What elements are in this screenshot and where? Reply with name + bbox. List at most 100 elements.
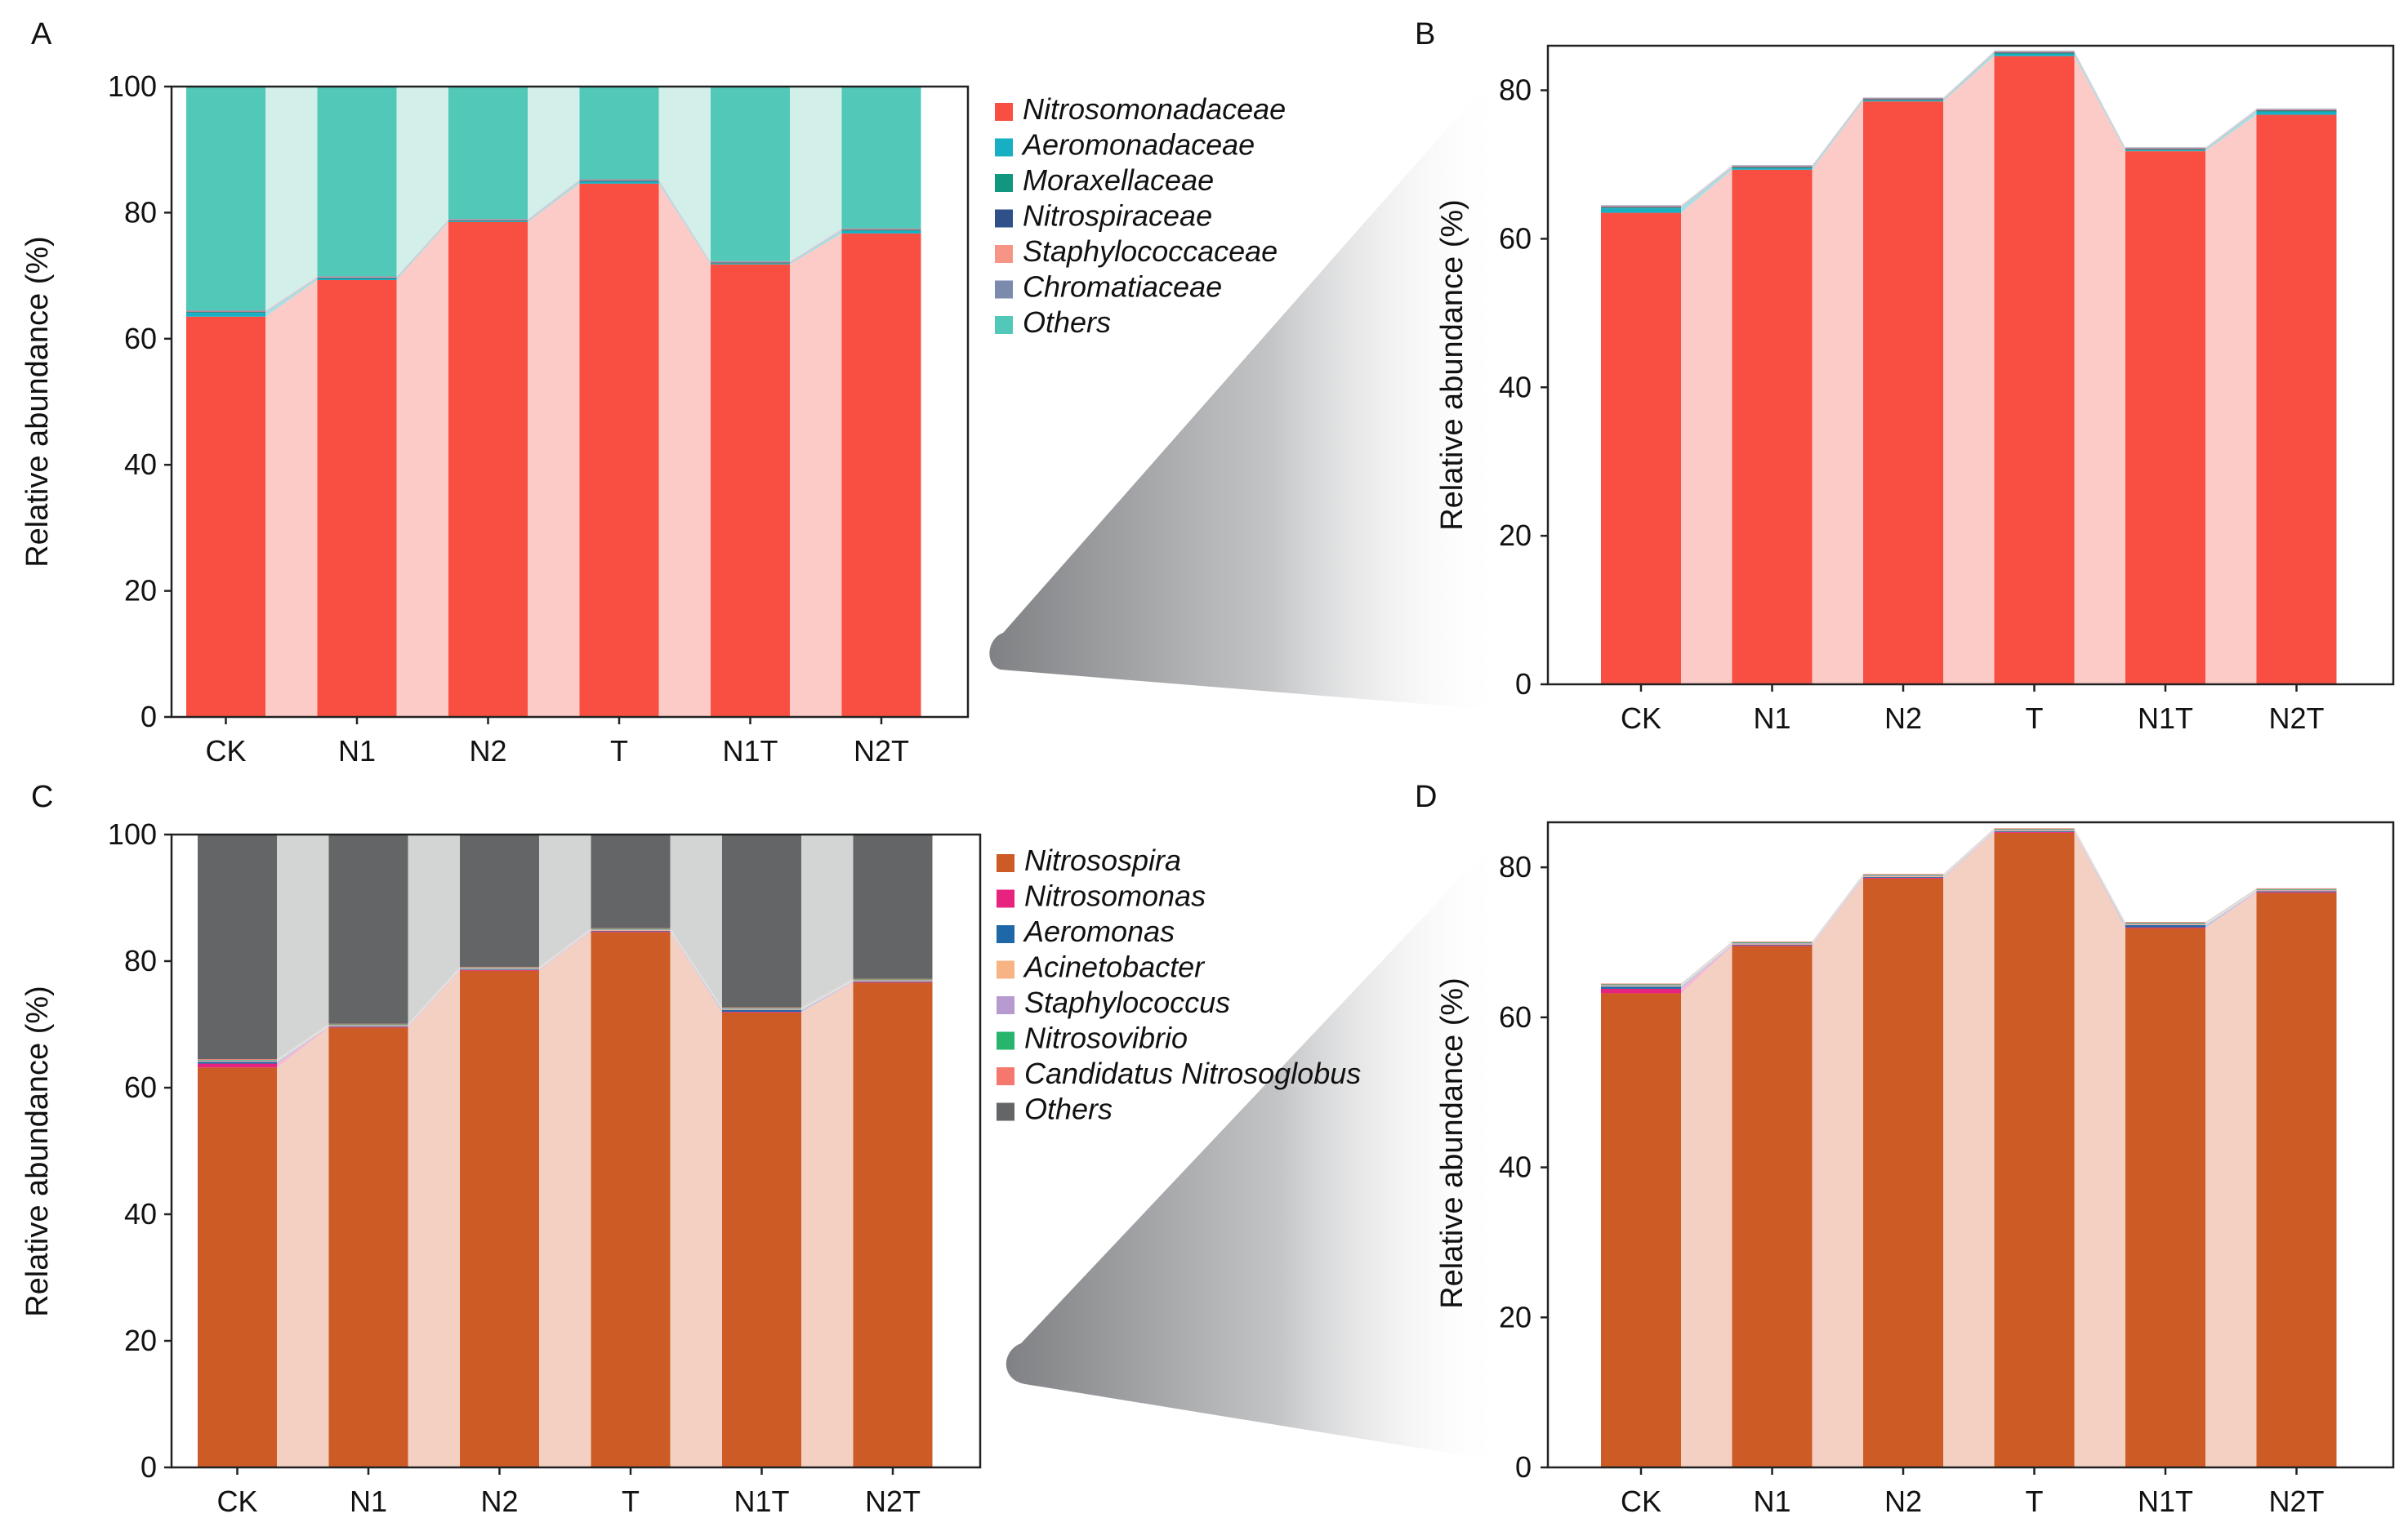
bar-aeromonas-n1t (2125, 924, 2205, 928)
panel-d-y-label: Relative abundance (%) (1435, 977, 1469, 1309)
legend-label: Acinetobacter (1023, 951, 1206, 984)
bar-nitrosomonas-n1t (722, 1012, 801, 1013)
bar-staphylococcus-ck (198, 1060, 277, 1062)
connector-acinetobacter-0 (1681, 943, 1732, 987)
legend-label: Staphylococcaceae (1023, 234, 1278, 268)
panel-label-b: B (1415, 17, 1435, 51)
bar-acinetobacter-n1 (1732, 943, 1813, 945)
legend-item-staphylococcus: Staphylococcus (997, 986, 1230, 1019)
bar-moraxellaceae-n2 (448, 220, 528, 222)
bar-chromatiaceae-n1t (711, 260, 790, 262)
connector-aeromonadaceae-3 (2074, 54, 2125, 152)
bar-moraxellaceae-ck (1601, 207, 1681, 209)
bar-staphylococcaceae-n2t (2256, 109, 2337, 111)
bar-staphylococcaceae-n1t (2125, 148, 2205, 149)
connector-staphylococcus-0 (1681, 942, 1732, 986)
legend-swatch (997, 889, 1014, 908)
connector-aeromonadaceae-4 (790, 230, 842, 265)
panel-label-d: D (1415, 780, 1437, 814)
connector-nitrosovibrio-0 (277, 1024, 329, 1061)
connector-acinetobacter-4 (801, 981, 854, 1010)
connector-nitrosomonas-2 (1943, 831, 1995, 879)
connector-aeromonas-3 (2074, 831, 2125, 928)
zoom-wedge-ab (989, 65, 1503, 710)
bar-acinetobacter-ck (198, 1061, 277, 1062)
bar-candidatus-nitrosoglobus-n1t (2125, 922, 2205, 924)
connector-aeromonas-1 (408, 969, 460, 1027)
connector-chromatiaceae-0 (265, 276, 318, 311)
connector-aeromonas-4 (2205, 891, 2257, 928)
y-tick-label: 80 (1499, 73, 1532, 107)
y-tick-label: 0 (1515, 667, 1532, 701)
bar-moraxellaceae-n1t (711, 263, 790, 264)
bar-nitrosomonadaceae-n1 (317, 280, 397, 717)
panel-d-frame (1546, 821, 2395, 1469)
connector-candidatus-nitrosoglobus-0 (1681, 942, 1732, 985)
connector-aeromonadaceae-3 (658, 181, 711, 265)
x-tick-label-n2: N2 (1884, 701, 1922, 735)
bar-nitrospiraceae-t (579, 180, 659, 181)
connector-nitrosospira-0 (277, 1027, 329, 1467)
y-tick-label: 100 (108, 69, 157, 103)
legend-swatch (995, 138, 1013, 157)
connector-staphylococcus-2 (539, 929, 591, 969)
connector-nitrosospira-2 (539, 932, 591, 1467)
bar-candidatus-nitrosoglobus-ck (1601, 983, 1681, 985)
connector-staphylococcus-1 (408, 968, 460, 1026)
bar-candidatus-nitrosoglobus-n2 (460, 966, 539, 968)
legend-item-chromatiaceae: Chromatiaceae (995, 270, 1222, 304)
connector-nitrosovibrio-0 (1681, 942, 1732, 986)
bar-nitrosovibrio-ck (198, 1059, 277, 1061)
bar-candidatus-nitrosoglobus-n1 (328, 1023, 408, 1025)
connector-candidatus-nitrosoglobus-2 (1943, 828, 1995, 875)
legend-label: Nitrosovibrio (1024, 1022, 1188, 1055)
bar-nitrosospira-n1t (2125, 928, 2205, 1467)
bar-moraxellaceae-n1t (2125, 149, 2205, 151)
connector-candidatus-nitrosoglobus-1 (1812, 874, 1863, 942)
legend-swatch (997, 1102, 1014, 1121)
y-tick-label: 0 (1515, 1450, 1532, 1484)
legend-label: Moraxellaceae (1023, 163, 1214, 197)
connector-nitrospiraceae-3 (658, 180, 711, 264)
zoom-wedge-cd (1006, 833, 1503, 1462)
legend-label: Nitrosomonas (1024, 879, 1206, 913)
legend-swatch (995, 280, 1013, 299)
bar-chromatiaceae-ck (1601, 205, 1681, 207)
panel-c-bars (198, 835, 933, 1467)
connector-moraxellaceae-4 (790, 230, 842, 264)
y-tick-label: 0 (140, 700, 157, 733)
legend-swatch (997, 996, 1014, 1014)
legend-label: Aeromonadaceae (1021, 128, 1255, 162)
connector-staphylococcaceae-1 (1812, 98, 1863, 167)
connector-nitrosovibrio-1 (1812, 875, 1863, 943)
connector-nitrosovibrio-2 (539, 928, 591, 968)
bar-others-t (591, 835, 671, 928)
connector-others-2 (528, 87, 580, 220)
panel-b-y-label: Relative abundance (%) (1435, 199, 1469, 531)
bar-aeromonas-ck (1601, 986, 1681, 989)
panel-a-y-label: Relative abundance (%) (20, 236, 55, 568)
connector-aeromonas-0 (277, 1026, 329, 1064)
connector-others-2 (539, 835, 591, 967)
bar-nitrosovibrio-n2t (853, 979, 933, 981)
connector-candidatus-nitrosoglobus-2 (539, 928, 591, 968)
y-tick-label: 60 (124, 1071, 157, 1104)
legend-swatch (995, 209, 1013, 228)
bar-nitrosomonas-ck (1601, 988, 1681, 994)
bar-staphylococcus-n1 (328, 1025, 408, 1026)
bar-acinetobacter-n2t (2256, 890, 2337, 892)
connector-acinetobacter-3 (670, 930, 722, 1010)
connector-moraxellaceae-4 (2205, 111, 2257, 151)
connector-aeromonadaceae-1 (1812, 100, 1863, 170)
y-tick-label: 20 (124, 574, 157, 608)
y-tick-label: 100 (108, 817, 157, 851)
connector-nitrosomonadaceae-1 (396, 221, 448, 718)
bar-nitrospiraceae-ck (186, 311, 265, 313)
panel-a-y-axis: 0 20 40 60 80 100 (108, 69, 172, 733)
bar-staphylococcus-n2 (460, 968, 539, 969)
bar-nitrosospira-n2 (1863, 878, 1943, 1467)
connector-chromatiaceae-2 (528, 179, 580, 220)
connector-staphylococcus-3 (2074, 830, 2125, 924)
connector-nitrosovibrio-1 (408, 967, 460, 1026)
connector-others-1 (396, 87, 448, 277)
